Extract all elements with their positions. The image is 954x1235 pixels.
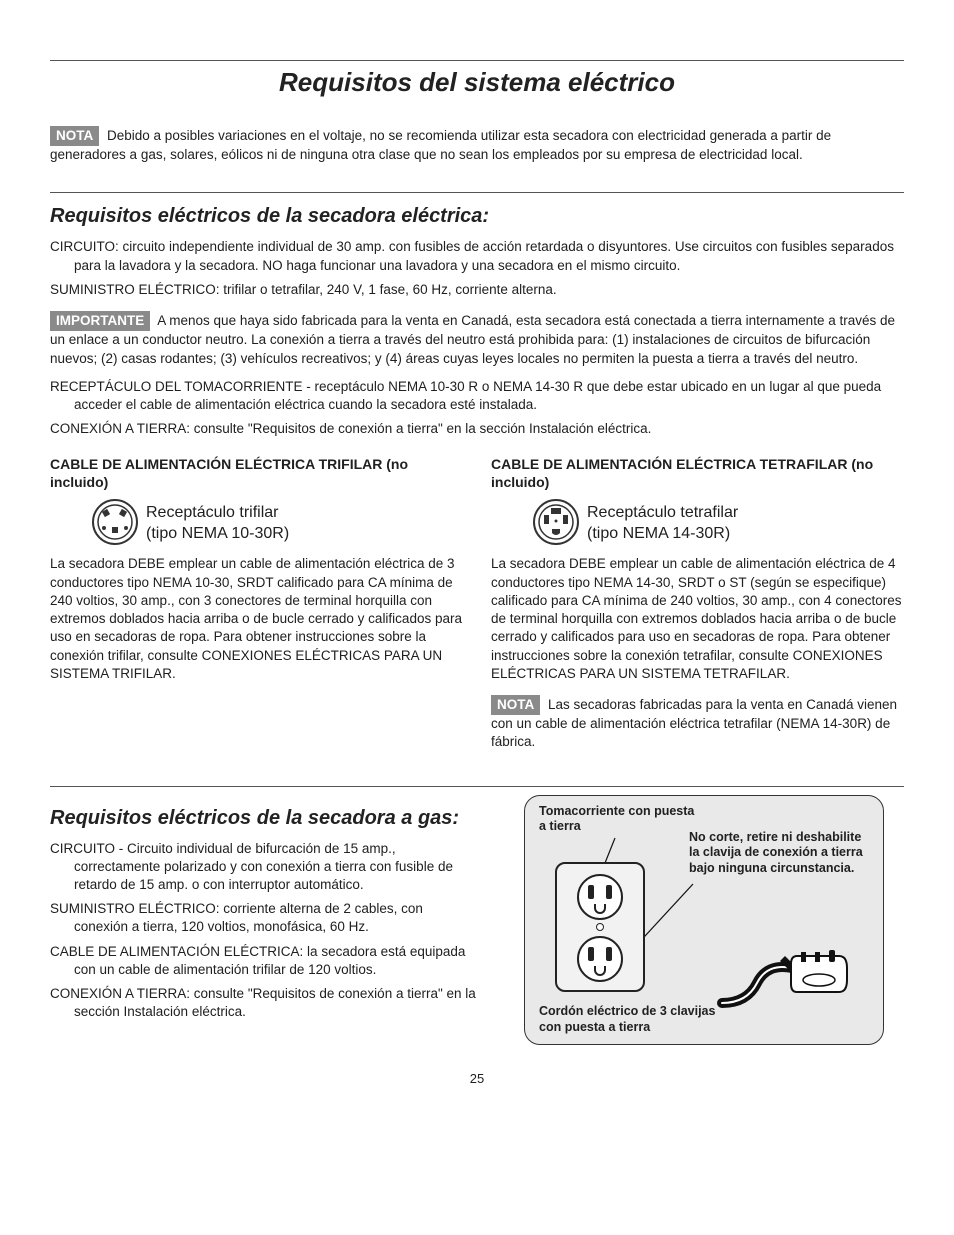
elec-suministro: SUMINISTRO ELÉCTRICO: trifilar o tetrafi… xyxy=(50,281,904,299)
importante-badge: IMPORTANTE xyxy=(50,311,150,331)
intro-note-text: Debido a posibles variaciones en el volt… xyxy=(50,128,831,162)
cord-icon xyxy=(717,948,797,1008)
outlet-top xyxy=(577,874,623,920)
gas-conexion: CONEXIÓN A TIERRA: consulte "Requisitos … xyxy=(50,985,480,1021)
tetrafilar-label: Receptáculo tetrafilar (tipo NEMA 14-30R… xyxy=(587,497,738,545)
nota-badge-2: NOTA xyxy=(491,695,540,715)
nema-14-30r-icon xyxy=(531,497,581,547)
col-tetrafilar: CABLE DE ALIMENTACIÓN ELÉCTRICA TETRAFIL… xyxy=(491,448,904,757)
outlet-plate-icon xyxy=(555,862,645,992)
nota-badge: NOTA xyxy=(50,126,99,146)
gas-section: Requisitos eléctricos de la secadora a g… xyxy=(50,795,904,1045)
gas-suministro: SUMINISTRO ELÉCTRICO: corriente alterna … xyxy=(50,900,480,936)
trifilar-recept-row: Receptáculo trifilar (tipo NEMA 10-30R) xyxy=(90,497,463,547)
elec-circuito: CIRCUITO: circuito independiente individ… xyxy=(50,238,904,274)
cable-columns: CABLE DE ALIMENTACIÓN ELÉCTRICA TRIFILAR… xyxy=(50,448,904,757)
section-rule-2 xyxy=(50,786,904,787)
gas-circuito: CIRCUITO - Circuito individual de bifurc… xyxy=(50,840,480,895)
tetrafilar-nota-paragraph: NOTA Las secadoras fabricadas para la ve… xyxy=(491,695,904,752)
importante-text: A menos que haya sido fabricada para la … xyxy=(50,313,895,365)
trifilar-label: Receptáculo trifilar (tipo NEMA 10-30R) xyxy=(146,497,289,545)
outlet-bottom xyxy=(577,936,623,982)
trifilar-head: CABLE DE ALIMENTACIÓN ELÉCTRICA TRIFILAR… xyxy=(50,456,463,491)
outlet-screw xyxy=(596,923,604,931)
electric-heading: Requisitos eléctricos de la secadora elé… xyxy=(50,205,904,228)
trifilar-body: La secadora DEBE emplear un cable de ali… xyxy=(50,555,463,683)
gas-cable: CABLE DE ALIMENTACIÓN ELÉCTRICA: la seca… xyxy=(50,943,480,979)
top-rule xyxy=(50,60,904,61)
tetrafilar-label-2: (tipo NEMA 14-30R) xyxy=(587,524,738,545)
tetrafilar-head: CABLE DE ALIMENTACIÓN ELÉCTRICA TETRAFIL… xyxy=(491,456,904,491)
gas-text-col: Requisitos eléctricos de la secadora a g… xyxy=(50,795,480,1045)
trifilar-label-2: (tipo NEMA 10-30R) xyxy=(146,524,289,545)
elec-receptaculo: RECEPTÁCULO DEL TOMACORRIENTE - receptác… xyxy=(50,378,904,414)
section-rule-1 xyxy=(50,192,904,193)
gas-figure-col: Tomacorriente con puesta a tierra No cor… xyxy=(504,795,904,1045)
trifilar-label-1: Receptáculo trifilar xyxy=(146,503,289,524)
grounded-outlet-figure: Tomacorriente con puesta a tierra No cor… xyxy=(524,795,884,1045)
tetrafilar-recept-row: Receptáculo tetrafilar (tipo NEMA 14-30R… xyxy=(531,497,904,547)
gas-heading: Requisitos eléctricos de la secadora a g… xyxy=(50,807,480,830)
intro-note-paragraph: NOTA Debido a posibles variaciones en el… xyxy=(50,126,904,164)
plug-icon xyxy=(789,950,849,996)
tetrafilar-body: La secadora DEBE emplear un cable de ali… xyxy=(491,555,904,683)
importante-paragraph: IMPORTANTE A menos que haya sido fabrica… xyxy=(50,311,904,368)
col-trifilar: CABLE DE ALIMENTACIÓN ELÉCTRICA TRIFILAR… xyxy=(50,448,463,757)
page-title: Requisitos del sistema eléctrico xyxy=(50,67,904,98)
nema-10-30r-icon xyxy=(90,497,140,547)
page-number: 25 xyxy=(50,1071,904,1086)
tetrafilar-label-1: Receptáculo tetrafilar xyxy=(587,503,738,524)
tetrafilar-nota-text: Las secadoras fabricadas para la venta e… xyxy=(491,697,897,749)
elec-conexion: CONEXIÓN A TIERRA: consulte "Requisitos … xyxy=(50,420,904,438)
